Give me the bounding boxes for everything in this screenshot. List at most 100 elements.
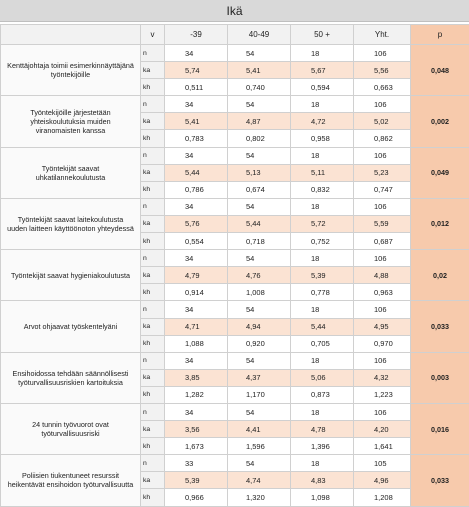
header-yht: Yht.: [354, 25, 411, 45]
value-cell: 0,663: [354, 79, 411, 96]
stat-label: ka: [141, 215, 165, 232]
table-row: Ensihoidossa tehdään säännöllisesti työt…: [1, 352, 469, 369]
stat-label: kh: [141, 284, 165, 301]
value-cell: 105: [354, 455, 411, 472]
p-value-cell: 0,048: [411, 45, 469, 96]
value-cell: 18: [291, 147, 354, 164]
value-cell: 5,72: [291, 215, 354, 232]
stat-label: kh: [141, 489, 165, 506]
value-cell: 54: [228, 352, 291, 369]
question-cell: Työntekijöille järjestetään yhteiskoulut…: [1, 96, 141, 147]
value-cell: 4,96: [354, 472, 411, 489]
table-row: Kenttäjohtaja toimii esimerkinnäyttäjänä…: [1, 45, 469, 62]
value-cell: 5,41: [165, 113, 228, 130]
value-cell: 1,320: [228, 489, 291, 506]
header-39: -39: [165, 25, 228, 45]
p-value-cell: 0,033: [411, 301, 469, 352]
value-cell: 34: [165, 45, 228, 62]
value-cell: 0,740: [228, 79, 291, 96]
table-row: 24 tunnin työvuorot ovat työturvallisuus…: [1, 403, 469, 420]
value-cell: 4,76: [228, 267, 291, 284]
p-value-cell: 0,016: [411, 403, 469, 454]
value-cell: 54: [228, 455, 291, 472]
value-cell: 5,13: [228, 164, 291, 181]
value-cell: 0,747: [354, 181, 411, 198]
value-cell: 0,778: [291, 284, 354, 301]
value-cell: 5,44: [228, 215, 291, 232]
header-p: p: [411, 25, 469, 45]
stat-label: n: [141, 45, 165, 62]
table-title: Ikä: [0, 0, 469, 22]
value-cell: 106: [354, 403, 411, 420]
value-cell: 4,71: [165, 318, 228, 335]
value-cell: 18: [291, 45, 354, 62]
header-question: [1, 25, 141, 45]
stat-label: n: [141, 352, 165, 369]
value-cell: 0,786: [165, 181, 228, 198]
value-cell: 0,832: [291, 181, 354, 198]
stat-label: n: [141, 96, 165, 113]
value-cell: 0,594: [291, 79, 354, 96]
value-cell: 0,687: [354, 233, 411, 250]
value-cell: 1,098: [291, 489, 354, 506]
value-cell: 1,673: [165, 438, 228, 455]
value-cell: 5,39: [165, 472, 228, 489]
question-cell: Poliisien tiukentuneet resurssit heikent…: [1, 455, 141, 506]
value-cell: 18: [291, 198, 354, 215]
stat-label: ka: [141, 267, 165, 284]
value-cell: 34: [165, 301, 228, 318]
value-cell: 34: [165, 352, 228, 369]
value-cell: 4,79: [165, 267, 228, 284]
p-value-cell: 0,049: [411, 147, 469, 198]
value-cell: 5,44: [165, 164, 228, 181]
value-cell: 34: [165, 198, 228, 215]
stat-label: n: [141, 198, 165, 215]
value-cell: 106: [354, 96, 411, 113]
value-cell: 34: [165, 250, 228, 267]
question-cell: Arvot ohjaavat työskentelyäni: [1, 301, 141, 352]
table-row: Poliisien tiukentuneet resurssit heikent…: [1, 455, 469, 472]
value-cell: 54: [228, 96, 291, 113]
p-value-cell: 0,002: [411, 96, 469, 147]
stat-label: ka: [141, 369, 165, 386]
value-cell: 5,59: [354, 215, 411, 232]
value-cell: 0,862: [354, 130, 411, 147]
value-cell: 34: [165, 96, 228, 113]
table-row: Työntekijät saavat uhkatilannekoulutusta…: [1, 147, 469, 164]
value-cell: 4,78: [291, 421, 354, 438]
value-cell: 4,74: [228, 472, 291, 489]
value-cell: 1,223: [354, 386, 411, 403]
value-cell: 34: [165, 147, 228, 164]
value-cell: 18: [291, 455, 354, 472]
value-cell: 0,914: [165, 284, 228, 301]
value-cell: 18: [291, 250, 354, 267]
header-50-plus: 50 +: [291, 25, 354, 45]
value-cell: 0,783: [165, 130, 228, 147]
value-cell: 1,170: [228, 386, 291, 403]
value-cell: 5,41: [228, 62, 291, 79]
value-cell: 0,963: [354, 284, 411, 301]
value-cell: 4,88: [354, 267, 411, 284]
value-cell: 54: [228, 301, 291, 318]
value-cell: 18: [291, 352, 354, 369]
value-cell: 5,74: [165, 62, 228, 79]
value-cell: 5,02: [354, 113, 411, 130]
value-cell: 106: [354, 198, 411, 215]
value-cell: 1,641: [354, 438, 411, 455]
value-cell: 18: [291, 403, 354, 420]
value-cell: 0,674: [228, 181, 291, 198]
value-cell: 4,37: [228, 369, 291, 386]
stat-label: n: [141, 403, 165, 420]
value-cell: 33: [165, 455, 228, 472]
value-cell: 5,56: [354, 62, 411, 79]
value-cell: 5,76: [165, 215, 228, 232]
value-cell: 1,008: [228, 284, 291, 301]
value-cell: 5,67: [291, 62, 354, 79]
stat-label: kh: [141, 181, 165, 198]
value-cell: 3,56: [165, 421, 228, 438]
value-cell: 0,752: [291, 233, 354, 250]
stat-label: n: [141, 250, 165, 267]
value-cell: 106: [354, 301, 411, 318]
